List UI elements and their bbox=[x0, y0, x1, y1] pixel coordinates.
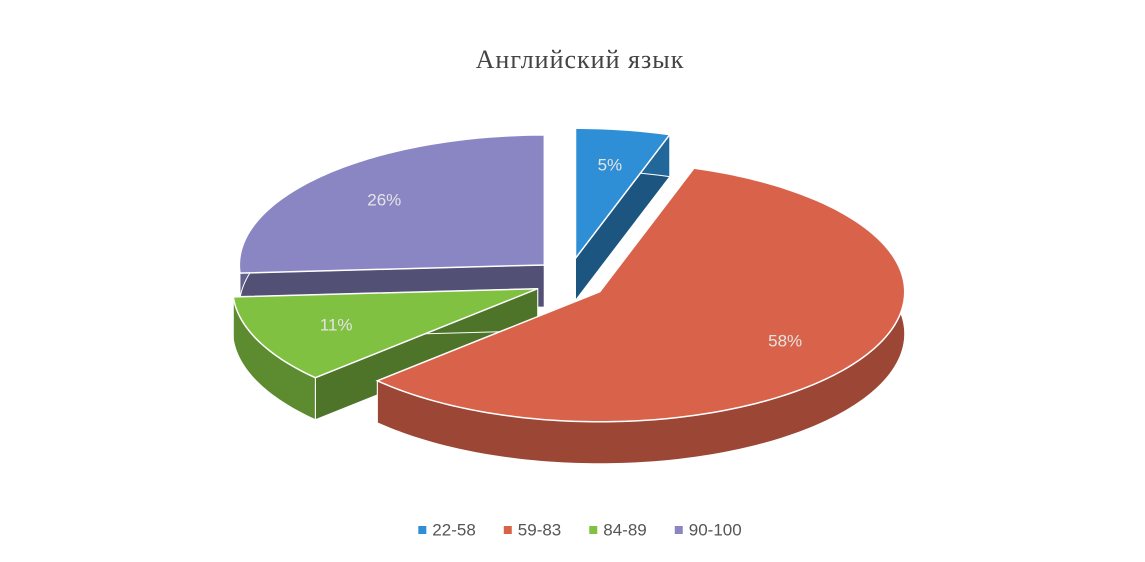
legend-label: 22-58 bbox=[432, 520, 475, 539]
data-label: 5% bbox=[598, 155, 623, 174]
slice bbox=[238, 134, 546, 316]
data-label: 26% bbox=[367, 190, 401, 209]
slice-top bbox=[232, 287, 538, 379]
legend-swatch bbox=[589, 526, 598, 534]
legend-label: 90-100 bbox=[689, 520, 742, 539]
slice-top bbox=[574, 127, 672, 261]
legend-swatch bbox=[418, 526, 427, 534]
chart-title: Английский язык bbox=[476, 45, 685, 74]
legend-swatch bbox=[674, 526, 683, 534]
legend-swatch bbox=[503, 526, 512, 534]
slice bbox=[375, 166, 906, 465]
slice-top bbox=[238, 134, 546, 274]
data-label: 11% bbox=[320, 315, 353, 334]
slice-top bbox=[375, 167, 906, 423]
slice bbox=[574, 127, 672, 302]
legend-label: 59-83 bbox=[518, 520, 561, 539]
legend-label: 84-89 bbox=[603, 520, 646, 539]
data-label: 58% bbox=[768, 331, 802, 350]
